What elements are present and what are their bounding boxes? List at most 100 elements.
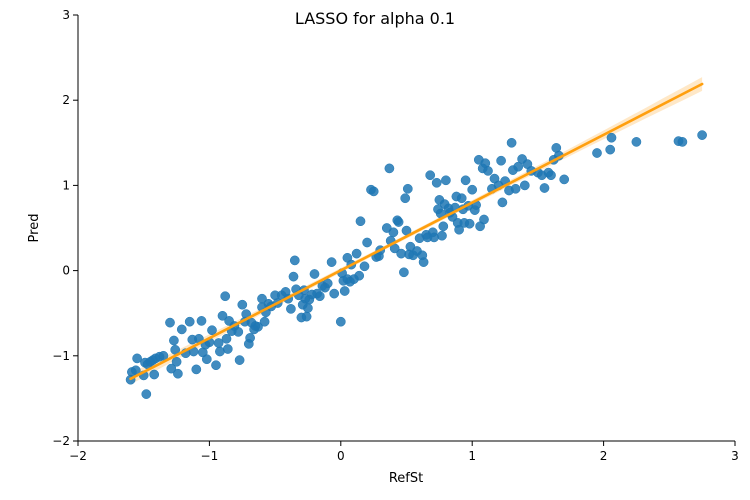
data-point — [253, 321, 263, 332]
data-point — [677, 137, 688, 147]
data-point — [301, 311, 312, 322]
data-point — [233, 327, 244, 337]
data-point — [431, 177, 442, 188]
data-point — [479, 214, 489, 225]
data-point — [303, 303, 313, 313]
data-point — [631, 137, 642, 147]
data-point — [191, 364, 202, 375]
data-point — [429, 232, 439, 243]
data-point — [454, 224, 464, 235]
data-point — [393, 217, 404, 227]
data-point — [513, 161, 524, 172]
data-point — [467, 184, 478, 195]
data-point — [354, 270, 365, 281]
data-point — [132, 353, 142, 364]
data-point — [289, 255, 300, 266]
data-point — [184, 316, 195, 327]
data-point — [464, 218, 475, 229]
data-point — [351, 248, 362, 259]
data-point — [234, 355, 245, 365]
x-tick-label: 2 — [600, 449, 608, 463]
data-point — [169, 335, 179, 346]
data-point — [176, 324, 187, 335]
data-point — [697, 130, 707, 140]
tick-labels: −2 −1 0 1 2 3 −2 −1 0 1 2 3 — [52, 8, 739, 463]
data-point — [286, 304, 296, 314]
data-point — [355, 216, 366, 227]
data-point — [141, 389, 152, 399]
data-point — [288, 271, 299, 282]
data-point — [245, 333, 255, 343]
data-points — [125, 130, 707, 399]
data-point — [329, 288, 340, 299]
x-tick-label: −1 — [201, 449, 219, 463]
data-point — [339, 286, 350, 296]
data-point — [368, 186, 379, 197]
data-point — [149, 369, 160, 380]
data-point — [483, 166, 493, 176]
y-tick-label: 0 — [62, 264, 70, 278]
data-point — [220, 291, 231, 302]
regression-line — [129, 82, 704, 381]
data-point — [399, 267, 409, 278]
data-point — [158, 350, 169, 361]
regression-line-path — [129, 82, 704, 381]
data-point — [402, 183, 413, 194]
y-tick-label: 1 — [62, 178, 70, 192]
data-point — [326, 257, 337, 267]
data-point — [196, 316, 207, 326]
data-point — [559, 174, 570, 185]
x-tick-label: 3 — [731, 449, 739, 463]
data-point — [506, 137, 517, 148]
data-point — [519, 180, 530, 191]
data-point — [171, 356, 182, 367]
data-point — [217, 310, 228, 321]
data-point — [425, 170, 436, 181]
data-point — [221, 333, 232, 344]
data-point — [201, 354, 212, 365]
y-axis-label: Pred — [27, 214, 42, 243]
data-point — [496, 155, 506, 166]
data-point — [211, 360, 221, 371]
x-tick-label: 0 — [337, 449, 345, 463]
data-point — [384, 163, 395, 174]
axes — [77, 15, 735, 442]
data-point — [456, 193, 467, 204]
data-point — [259, 316, 270, 327]
data-point — [165, 317, 175, 328]
data-point — [335, 316, 346, 327]
data-point — [359, 261, 370, 272]
data-point — [441, 175, 451, 186]
data-point — [510, 183, 521, 194]
data-point — [539, 183, 550, 193]
data-point — [173, 368, 183, 379]
x-axis-label: RefSt — [389, 471, 423, 486]
data-point — [237, 299, 248, 310]
data-point — [322, 278, 333, 289]
data-point — [207, 325, 217, 336]
data-point — [497, 197, 508, 208]
y-tick-label: 2 — [62, 93, 70, 107]
data-point — [460, 175, 471, 186]
data-point — [388, 227, 399, 238]
data-point — [437, 230, 447, 241]
data-point — [309, 269, 320, 279]
data-point — [592, 148, 602, 158]
data-point — [606, 132, 617, 143]
data-point — [314, 291, 325, 302]
y-tick-label: −1 — [52, 349, 70, 363]
y-tick-label: −2 — [52, 434, 70, 448]
data-point — [438, 221, 449, 232]
x-tick-label: −2 — [69, 449, 87, 463]
data-point — [362, 237, 372, 248]
data-point — [546, 170, 556, 181]
data-point — [418, 257, 429, 267]
data-point — [222, 344, 233, 354]
x-tick-label: 1 — [468, 449, 476, 463]
data-point — [400, 193, 411, 204]
data-point — [605, 144, 616, 155]
chart-title: LASSO for alpha 0.1 — [295, 9, 455, 28]
y-tick-label: 3 — [62, 8, 70, 22]
data-point — [166, 363, 177, 374]
